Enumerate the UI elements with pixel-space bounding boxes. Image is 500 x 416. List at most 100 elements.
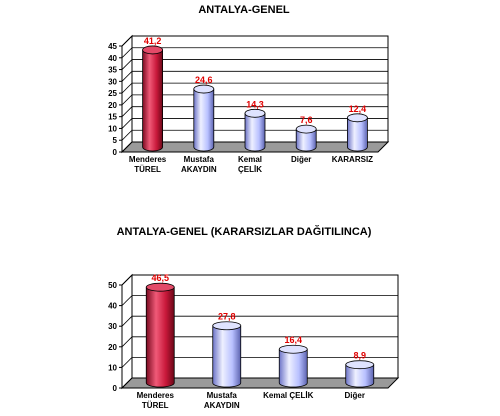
bar-body [347,117,368,152]
bar-1 [212,321,242,388]
bar-0 [142,45,164,152]
y-tick-label: 15 [108,113,117,122]
category-label-line: Mustafa [207,391,238,400]
bar-top [295,124,317,134]
chart2-y-axis: 0 10 20 30 40 50 [108,281,123,393]
bar-2 [244,108,266,152]
bar-top [244,108,266,118]
chart1-data-labels: 41,2 24,6 14,3 7,6 12,4 [144,36,366,125]
y-tick-label: 45 [108,42,117,51]
bar-0 [145,282,175,388]
category-label-line: Kemal ÇELİK [263,391,313,400]
data-label: 7,6 [300,115,313,125]
chart2-bars [145,282,375,388]
gridline-diagonal [121,35,133,47]
chart1-title: ANTALYA-GENEL [198,4,290,16]
bar-top [345,360,375,370]
y-tick-label: 40 [108,302,117,311]
category-label-line: TÜREL [134,165,161,174]
side-wall [121,34,133,154]
data-label: 27,8 [218,312,236,322]
bar-body [345,364,375,388]
gridline-diagonal [121,295,133,306]
data-label: 14,3 [246,99,264,109]
gridline-diagonal [121,141,133,153]
bar-top [145,282,175,292]
category-label-line: AKAYDIN [204,401,240,410]
category-label-line: Kemal [238,155,262,164]
data-label: 12,4 [349,104,367,114]
chart1-category-labels: Menderes TÜREL Mustafa AKAYDIN Kemal ÇELİK Diğ… [129,155,373,174]
chart2-gridlines [120,273,400,390]
bar-top [212,321,242,331]
category-label-line: Diğer [345,391,365,400]
y-tick-label: 35 [108,66,117,75]
gridline-diagonal [121,71,133,82]
category-label-line: Mustafa [184,155,215,164]
data-label: 8,9 [353,351,366,361]
y-tick-label: 25 [108,89,117,98]
y-tick-label: 20 [108,101,117,110]
gridline-diagonal [121,336,133,348]
category-label-line: Diğer [291,155,311,164]
bar-1 [193,84,215,152]
bar-3 [295,124,317,152]
gridline-diagonal [121,82,133,94]
data-label: 24,6 [195,75,213,85]
gridline-diagonal [121,377,133,389]
gridline-diagonal [121,106,133,117]
category-label: Menderes TÜREL [129,155,167,174]
category-label: Mustafa AKAYDIN [181,155,217,174]
y-tick-label: 5 [113,136,118,145]
bar-body [212,325,242,388]
category-label-line: AKAYDIN [181,165,217,174]
y-tick-label: 0 [113,148,118,157]
chart-antalya-genel: ANTALYA-GENEL 0 5 10 15 20 25 30 35 40 45 41,2 24,… [108,4,390,174]
gridline-diagonal [121,47,133,59]
category-label-line: Menderes [137,391,175,400]
y-tick-label: 30 [108,77,117,86]
gridline-diagonal [121,274,133,286]
bar-body [145,286,175,388]
category-label: Mustafa AKAYDIN [204,391,240,410]
bar-top [142,45,164,55]
y-tick-label: 30 [108,322,117,331]
gridline-diagonal [121,118,133,129]
category-label-line: KARARSIZ [332,155,373,164]
gridline-diagonal [121,94,133,106]
category-label-line: Menderes [129,155,167,164]
data-label: 41,2 [144,36,162,46]
bar-body [278,348,308,388]
y-tick-label: 10 [108,363,117,372]
y-tick-label: 0 [113,384,118,393]
y-tick-label: 10 [108,124,117,133]
bar-body [244,112,266,152]
chart1-y-axis: 0 5 10 15 20 25 30 35 40 45 [108,42,123,157]
bar-3 [345,360,375,388]
bar-2 [278,344,308,388]
y-tick-label: 20 [108,343,117,352]
chart2-category-labels: Menderes TÜREL Mustafa AKAYDIN Kemal ÇELİK Di… [137,391,365,410]
gridline-diagonal [121,59,133,70]
category-label: KARARSIZ [332,155,373,164]
bar-body [142,49,163,152]
category-label: Diğer [345,391,365,400]
chart2-title: ANTALYA-GENEL (KARARSIZLAR DAĞITILINCA) [117,225,372,238]
category-label: Kemal ÇELİK [263,391,313,400]
bar-4 [346,113,368,152]
category-label: Kemal ÇELİK [238,155,262,174]
y-tick-label: 50 [108,281,117,290]
data-label: 16,4 [284,335,302,345]
y-tick-label: 40 [108,54,117,63]
gridline-diagonal [121,129,133,141]
category-label-line: ÇELİK [238,165,262,174]
side-wall [121,273,133,390]
category-label: Diğer [291,155,311,164]
bar-top [278,344,308,354]
category-label-line: TÜREL [142,401,169,410]
chart1-bars [142,45,368,152]
bar-body [295,128,317,152]
chart-antalya-genel-kararsizlar-dagitilinca: ANTALYA-GENEL (KARARSIZLAR DAĞITILINCA) … [108,225,400,410]
